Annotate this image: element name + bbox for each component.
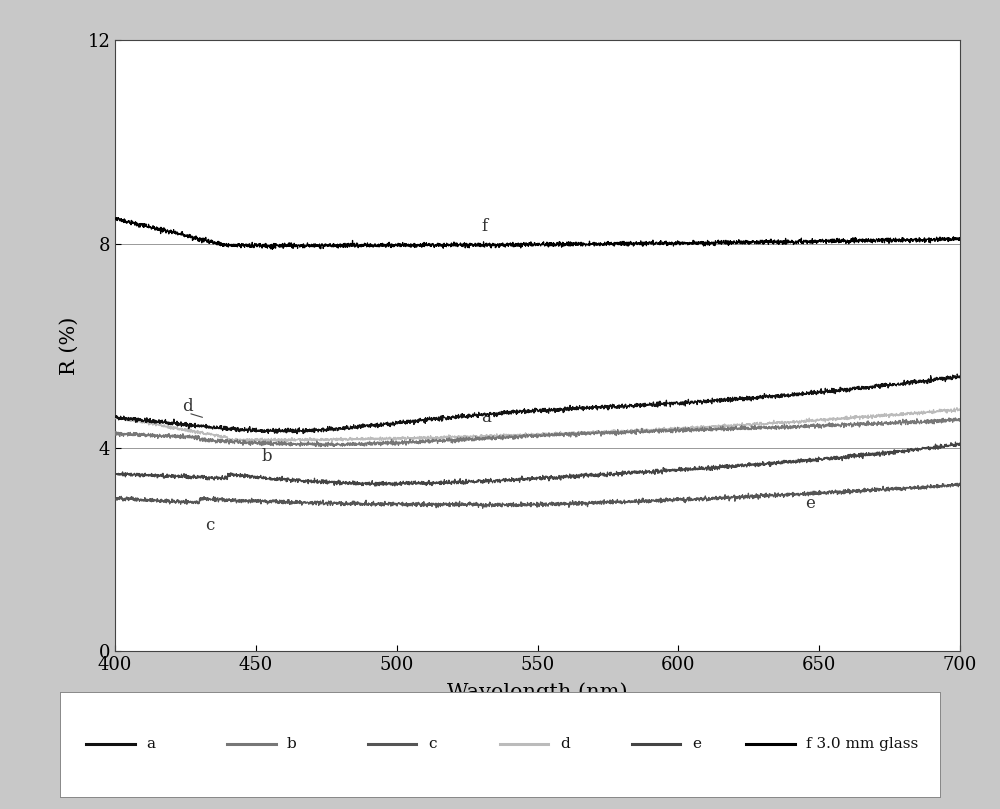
Text: f: f xyxy=(481,218,487,235)
Text: a: a xyxy=(481,409,491,426)
Text: e: e xyxy=(805,495,815,512)
Text: b: b xyxy=(287,737,297,752)
X-axis label: Wavelength (nm): Wavelength (nm) xyxy=(447,683,628,702)
Text: c: c xyxy=(205,516,215,533)
Text: d: d xyxy=(560,737,570,752)
Text: a: a xyxy=(146,737,155,752)
Y-axis label: R (%): R (%) xyxy=(60,316,79,375)
Text: f 3.0 mm glass: f 3.0 mm glass xyxy=(806,737,918,752)
Text: b: b xyxy=(261,448,272,465)
Text: d: d xyxy=(183,398,193,416)
Text: e: e xyxy=(692,737,701,752)
Text: c: c xyxy=(428,737,436,752)
